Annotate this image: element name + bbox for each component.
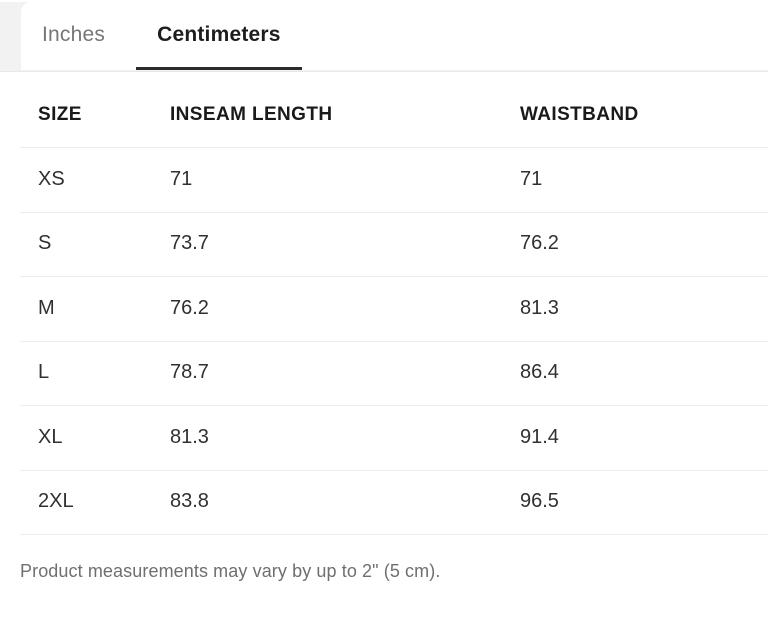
waistband-cell: 86.4: [520, 361, 559, 384]
size-table: SIZE INSEAM LENGTH WAISTBAND XS 71 71 S …: [0, 72, 768, 534]
waistband-cell: 71: [520, 167, 543, 190]
measurement-disclaimer-text: Product measurements may vary by up to 2…: [20, 561, 441, 581]
size-cell: M: [38, 296, 55, 319]
waistband-cell: 96.5: [520, 490, 559, 513]
tab-centimeters[interactable]: Centimeters: [136, 2, 302, 70]
table-row: 2XL 83.8 96.5: [0, 469, 768, 535]
measurement-disclaimer-section: Product measurements may vary by up to 2…: [0, 534, 768, 582]
inseam-cell: 81.3: [170, 425, 209, 448]
table-row: L 78.7 86.4: [0, 340, 768, 406]
size-cell: XL: [38, 425, 63, 448]
inseam-cell: 76.2: [170, 296, 209, 319]
table-row: XL 81.3 91.4: [0, 405, 768, 470]
column-header-size: SIZE: [38, 104, 82, 125]
inseam-cell: 78.7: [170, 361, 209, 384]
column-header-waistband: WAISTBAND: [520, 104, 639, 125]
table-header-row: SIZE INSEAM LENGTH WAISTBAND: [0, 72, 768, 147]
inseam-cell: 73.7: [170, 232, 209, 255]
tab-inches[interactable]: Inches: [42, 22, 106, 46]
size-cell: XS: [38, 167, 65, 190]
unit-tabbar-inner: Inches Centimeters: [21, 2, 768, 70]
inseam-cell: 83.8: [170, 490, 209, 513]
size-cell: L: [38, 361, 50, 384]
waistband-cell: 81.3: [520, 296, 559, 319]
table-row: XS 71 71: [0, 147, 768, 212]
size-cell: 2XL: [38, 490, 74, 513]
inseam-cell: 71: [170, 167, 193, 190]
table-row: M 76.2 81.3: [0, 276, 768, 341]
unit-tabbar: Inches Centimeters: [0, 2, 768, 72]
waistband-cell: 91.4: [520, 425, 559, 448]
size-cell: S: [38, 232, 52, 255]
column-header-inseam: INSEAM LENGTH: [170, 104, 333, 125]
table-row: S 73.7 76.2: [0, 211, 768, 277]
waistband-cell: 76.2: [520, 232, 559, 255]
